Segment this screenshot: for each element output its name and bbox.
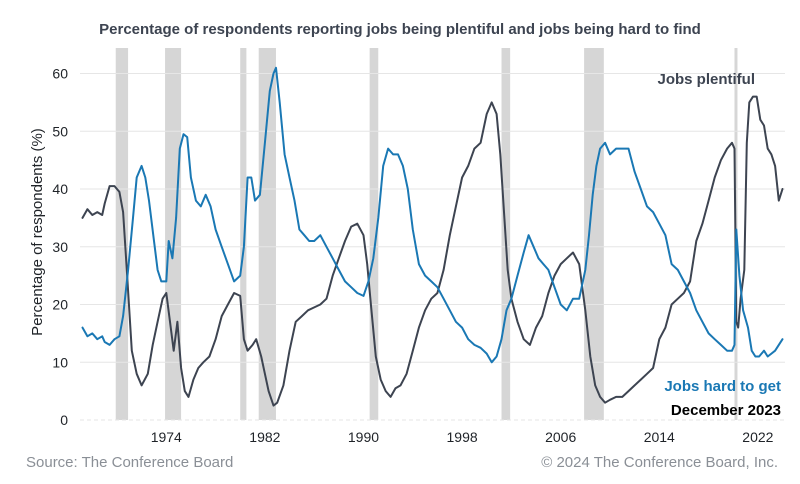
x-axis-ticks: 1974 1982 1990 1998 2006 2014 2022 bbox=[151, 429, 774, 445]
series-lines bbox=[81, 66, 784, 407]
source-note: Source: The Conference Board bbox=[26, 454, 233, 471]
x-tick-1982: 1982 bbox=[249, 429, 280, 445]
recession-band-1 bbox=[115, 48, 129, 420]
y-tick-50: 50 bbox=[52, 123, 68, 139]
x-tick-1974: 1974 bbox=[151, 429, 182, 445]
date-label: December 2023 bbox=[671, 402, 781, 419]
x-tick-1990: 1990 bbox=[348, 429, 379, 445]
y-tick-10: 10 bbox=[52, 354, 68, 370]
copyright-note: © 2024 The Conference Board, Inc. bbox=[541, 454, 778, 471]
jobs-hard-label: Jobs hard to get bbox=[664, 378, 781, 395]
x-tick-2022: 2022 bbox=[742, 429, 773, 445]
y-tick-20: 20 bbox=[52, 297, 68, 313]
y-tick-30: 30 bbox=[52, 239, 68, 255]
y-tick-0: 0 bbox=[60, 412, 68, 428]
recession-band-4 bbox=[258, 48, 276, 420]
x-tick-2006: 2006 bbox=[545, 429, 576, 445]
y-axis-ticks: 0 10 20 30 40 50 60 bbox=[52, 66, 68, 428]
recession-bands bbox=[115, 48, 738, 420]
x-tick-2014: 2014 bbox=[644, 429, 675, 445]
y-tick-60: 60 bbox=[52, 66, 68, 82]
recession-band-2 bbox=[165, 48, 182, 420]
gridlines bbox=[80, 73, 785, 421]
recession-band-3 bbox=[240, 48, 247, 420]
recession-band-5 bbox=[369, 48, 379, 420]
y-tick-40: 40 bbox=[52, 181, 68, 197]
jobs-plentiful-label: Jobs plentiful bbox=[658, 71, 756, 88]
chart-title: Percentage of respondents reporting jobs… bbox=[99, 21, 701, 38]
y-axis-label: Percentage of respondents (%) bbox=[29, 128, 46, 336]
x-tick-1998: 1998 bbox=[447, 429, 478, 445]
series-jobs-hard-to-get bbox=[81, 66, 784, 364]
recession-band-7 bbox=[584, 48, 604, 420]
series-jobs-plentiful bbox=[81, 95, 784, 407]
